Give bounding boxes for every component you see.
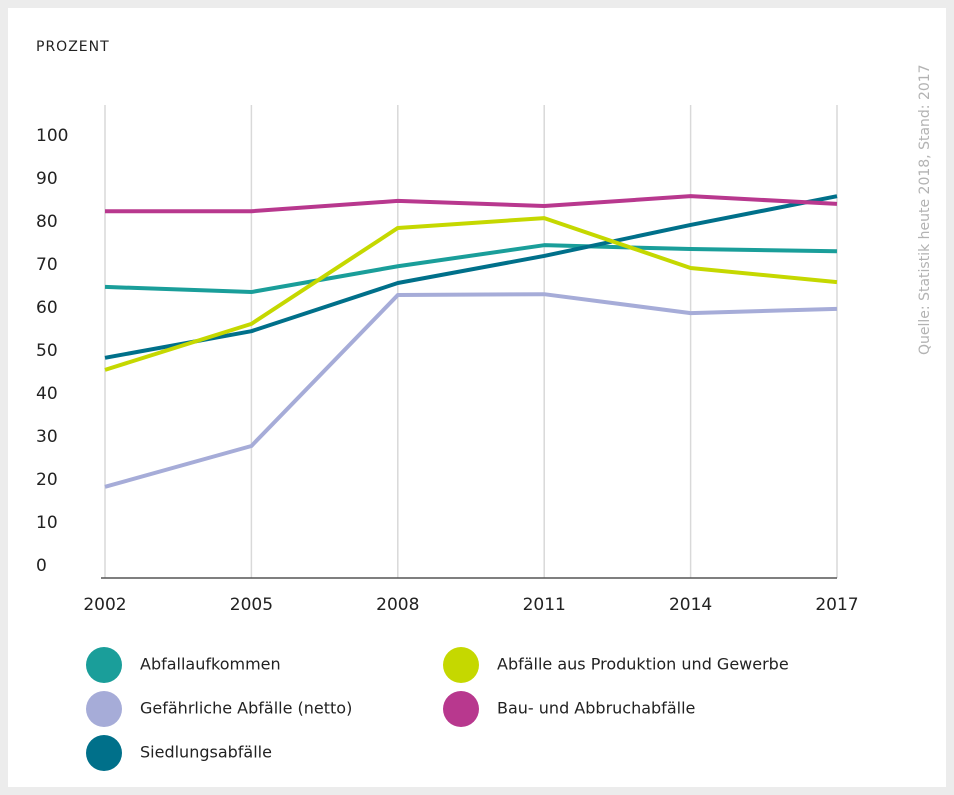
legend-swatch <box>86 691 122 727</box>
legend-label: Bau- und Abbruchabfälle <box>497 699 695 718</box>
line <box>104 216 838 372</box>
y-tick-label: 10 <box>36 513 58 533</box>
y-tick-label: 90 <box>36 169 58 189</box>
line <box>104 194 838 360</box>
line <box>105 194 838 214</box>
source: Quelle: Statistik heute 2018, Stand: 201… <box>917 64 933 355</box>
y-tick-label: 50 <box>36 341 58 361</box>
y-tick-label: 60 <box>36 298 58 318</box>
x-tick-label: 2008 <box>376 595 419 615</box>
legend-swatch <box>443 691 479 727</box>
legend-label: Abfälle aus Produktion und Gewerbe <box>497 655 789 674</box>
y-axis-label: PROZENT <box>36 39 110 55</box>
y-tick-label: 20 <box>36 470 58 490</box>
x-tick-label: 2017 <box>815 595 858 615</box>
y-tick-label: 100 <box>36 126 68 146</box>
x-tick-label: 2002 <box>83 595 126 615</box>
x-tick-label: 2005 <box>230 595 273 615</box>
legend-label: Abfallaufkommen <box>140 655 281 674</box>
y-tick-label: 0 <box>36 556 47 576</box>
legend-swatch <box>443 647 479 683</box>
x-tick-label: 2014 <box>669 595 712 615</box>
line <box>104 292 838 489</box>
y-tick-label: 80 <box>36 212 58 232</box>
y-tick-label: 40 <box>36 384 58 404</box>
x-tick-label: 2011 <box>523 595 566 615</box>
line <box>104 243 838 295</box>
y-tick-label: 70 <box>36 255 58 275</box>
y-tick-label: 30 <box>36 427 58 447</box>
legend-swatch <box>86 647 122 683</box>
legend-label: Gefährliche Abfälle (netto) <box>140 699 352 718</box>
legend-swatch <box>86 735 122 771</box>
legend-label: Siedlungsabfälle <box>140 743 272 762</box>
